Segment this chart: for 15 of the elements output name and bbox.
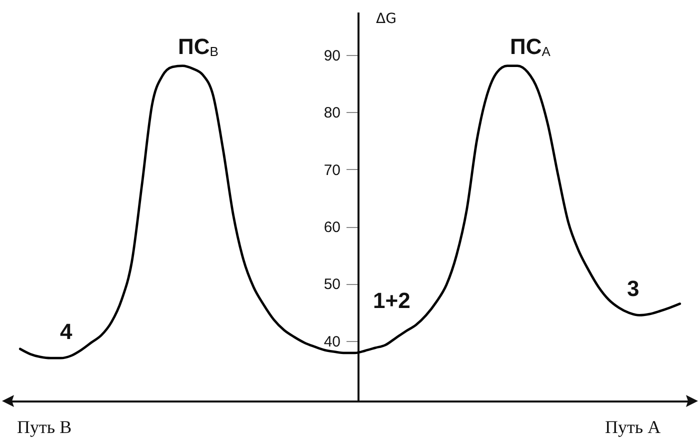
- annotation: 1+2: [373, 288, 410, 313]
- y-tick-label: 90: [324, 47, 340, 64]
- annotation: 4: [60, 319, 72, 344]
- annotation: ПС$_{В}$: [178, 34, 218, 59]
- text: Путь В: [17, 417, 72, 437]
- line-series: [18, 64, 682, 360]
- annotation: 3: [627, 276, 640, 301]
- y-tick-label: 40: [324, 333, 340, 350]
- y-tick-label: 60: [324, 219, 340, 236]
- y-tick-label: 50: [324, 276, 340, 294]
- y-tick-label: 80: [324, 104, 340, 122]
- y-tick-label: 70: [324, 162, 340, 179]
- text: Путь А: [605, 417, 661, 437]
- y-axis-title: ΔG: [376, 11, 396, 27]
- annotation: ПС$_{А}$: [510, 34, 550, 59]
